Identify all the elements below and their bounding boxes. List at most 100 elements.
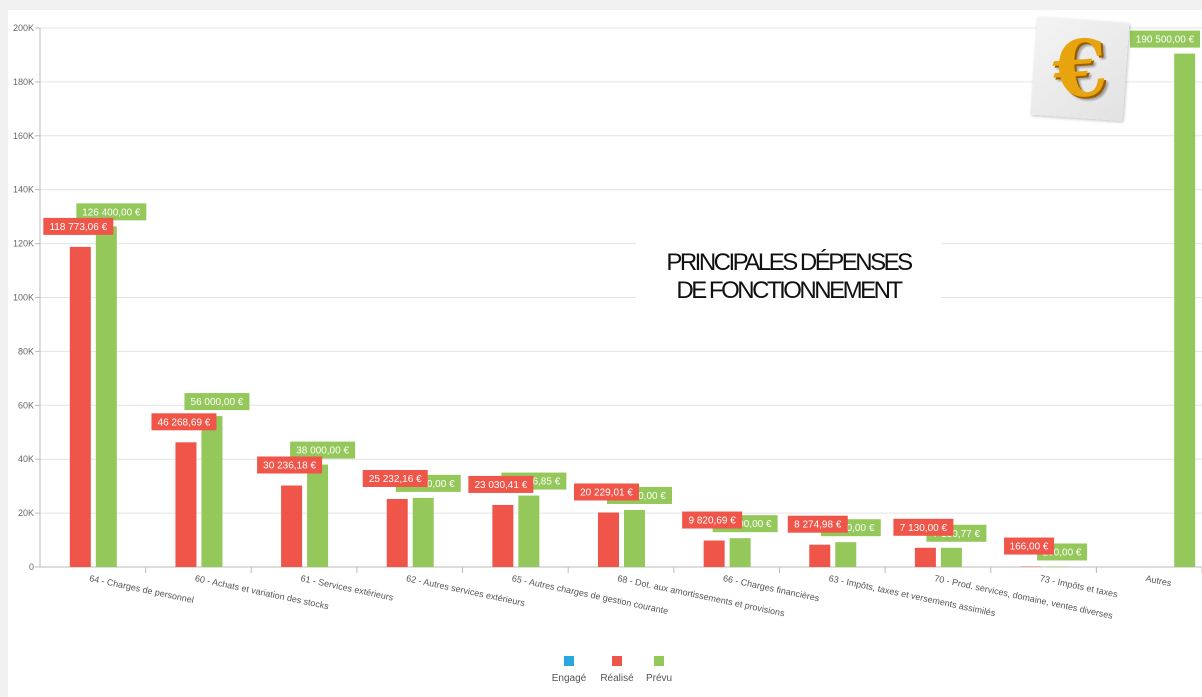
bar-prevu[interactable] xyxy=(835,542,857,567)
bar-chart: 0 20K 40K 60K 80K 100K 120K 140K 160K 180K 200K 64… xyxy=(13,23,1202,684)
bar-realise[interactable] xyxy=(386,498,408,567)
legend-swatch xyxy=(612,656,622,666)
data-label-prevu-text: 21 170,00 € xyxy=(613,491,666,502)
data-label-prevu-text: 56 000,00 € xyxy=(191,397,244,408)
data-label-realise-box xyxy=(468,475,534,493)
data-label-prevu-text: 10 700,00 € xyxy=(719,519,772,530)
data-label-realise: 46 268,69 € xyxy=(151,413,217,431)
data-label-prevu-text: 38 000,00 € xyxy=(296,446,349,457)
x-axis: 64 - Charges de personnel 60 - Achats et … xyxy=(40,566,1202,621)
data-label-realise: 7 130,00 € xyxy=(893,518,954,536)
chart-panel: 0 20K 40K 60K 80K 100K 120K 140K 160K 180K 200K 64… xyxy=(8,10,1202,697)
data-label-realise: 25 232,16 € xyxy=(362,469,428,487)
chart-title: PRINCIPALES DÉPENSES DE FONCTIONNEMENT xyxy=(636,236,941,318)
y-tick-label: 200K xyxy=(13,23,34,33)
data-label-prevu-text: 25 650,00 € xyxy=(402,479,455,490)
bars xyxy=(69,53,1196,568)
bar-prevu[interactable] xyxy=(412,497,434,567)
data-label-realise: 9 820,69 € xyxy=(682,511,743,529)
legend[interactable]: Engagé Réalisé Prévu xyxy=(552,656,672,684)
data-label-realise-box xyxy=(1004,537,1055,555)
y-tick-label: 180K xyxy=(13,77,34,87)
bar-realise[interactable] xyxy=(703,540,725,567)
data-label-realise-text: 46 268,69 € xyxy=(158,417,211,428)
bar-prevu[interactable] xyxy=(624,509,645,567)
y-tick-label: 60K xyxy=(18,400,34,410)
data-label-prevu-box xyxy=(1130,30,1200,48)
data-label-realise: 20 229,01 € xyxy=(574,483,639,501)
data-label-realise-text: 30 236,18 € xyxy=(263,461,316,472)
data-label-realise: 166,00 € xyxy=(1004,537,1055,555)
data-label-realise-text: 25 232,16 € xyxy=(369,474,422,485)
bar-prevu[interactable] xyxy=(729,538,751,567)
legend-item[interactable]: Réalisé xyxy=(600,656,634,684)
data-label-realise-box xyxy=(362,469,428,487)
bar-realise[interactable] xyxy=(281,485,303,567)
bar-realise[interactable] xyxy=(175,442,197,567)
legend-swatch xyxy=(564,656,574,666)
euro-logo: € xyxy=(1030,16,1130,122)
legend-label: Réalisé xyxy=(600,673,634,684)
data-label-prevu: 38 000,00 € xyxy=(290,441,356,459)
data-label-realise-text: 9 820,69 € xyxy=(689,516,737,527)
bar-realise[interactable] xyxy=(69,246,91,567)
x-tick-label: Autres xyxy=(1145,573,1173,588)
data-label-realise-text: 7 130,00 € xyxy=(900,523,948,534)
y-tick-label: 140K xyxy=(13,185,34,195)
x-tick-label: 73 - Impôts et taxes xyxy=(1039,573,1119,599)
data-label-realise: 23 030,41 € xyxy=(468,475,534,493)
y-tick-label: 120K xyxy=(13,239,34,249)
chart-title-line-2: DE FONCTIONNEMENT xyxy=(676,277,903,304)
x-tick-label: 62 - Autres services extérieurs xyxy=(405,573,526,608)
y-axis: 0 20K 40K 60K 80K 100K 120K 140K 160K 180K 200K xyxy=(13,23,41,572)
data-label-prevu-text: 7 130,77 € xyxy=(933,529,981,540)
bar-realise[interactable] xyxy=(598,512,619,567)
bar-prevu[interactable] xyxy=(940,547,962,567)
data-label-realise-text: 8 274,98 € xyxy=(794,520,842,531)
y-tick-label: 80K xyxy=(18,346,34,356)
data-label-prevu-text: 126 400,00 € xyxy=(82,207,141,218)
y-tick-label: 20K xyxy=(18,508,34,518)
y-tick-label: 0 xyxy=(29,562,34,572)
data-label-prevu: 126 400,00 € xyxy=(76,203,147,221)
data-label-realise-text: 23 030,41 € xyxy=(474,480,527,491)
bar-prevu[interactable] xyxy=(518,495,540,567)
data-label-realise-text: 20 229,01 € xyxy=(580,487,633,498)
data-label-realise-text: 118 773,06 € xyxy=(49,222,107,233)
y-tick-label: 100K xyxy=(13,293,34,303)
bar-realise[interactable] xyxy=(914,547,936,567)
data-label-realise-box xyxy=(893,518,954,536)
x-tick-label: 70 - Prod. services, domaine, ventes div… xyxy=(933,573,1114,621)
data-label-prevu: 190 500,00 € xyxy=(1130,30,1200,48)
bar-prevu[interactable] xyxy=(307,464,329,567)
bar-prevu[interactable] xyxy=(1046,566,1068,567)
y-tick-label: 160K xyxy=(13,131,34,141)
bar-prevu[interactable] xyxy=(95,226,117,568)
x-tick-label: 64 - Charges de personnel xyxy=(88,573,194,605)
data-label-realise-text: 166,00 € xyxy=(1010,542,1049,553)
data-label-prevu-text: 9 200,00 € xyxy=(827,523,875,534)
data-label-prevu-box xyxy=(76,203,147,221)
data-label-realise-box xyxy=(787,515,848,533)
grid-lines xyxy=(40,27,1202,568)
data-label-realise-box xyxy=(257,456,323,474)
bar-realise[interactable] xyxy=(492,504,514,567)
chart-title-line-1: PRINCIPALES DÉPENSES xyxy=(666,249,913,277)
legend-label: Engagé xyxy=(552,673,587,684)
euro-icon: € xyxy=(1049,21,1111,117)
bar-prevu[interactable] xyxy=(201,416,223,567)
legend-label: Prévu xyxy=(646,673,672,684)
legend-swatch xyxy=(654,656,664,666)
data-label-prevu-text: 26 506,85 € xyxy=(507,477,560,488)
data-label-prevu: 56 000,00 € xyxy=(184,393,250,411)
data-label-realise-box xyxy=(574,483,639,501)
data-label-prevu-box xyxy=(290,441,356,459)
bar-prevu[interactable] xyxy=(1174,53,1196,568)
bar-realise[interactable] xyxy=(809,544,831,567)
data-labels: 126 400,00 € 118 773,06 € 56 000,00 € 46 26… xyxy=(43,30,1200,561)
data-label-prevu-text: 190 500,00 € xyxy=(1136,35,1195,46)
legend-item[interactable]: Engagé xyxy=(552,656,587,684)
y-tick-label: 40K xyxy=(18,454,34,464)
legend-item[interactable]: Prévu xyxy=(646,656,672,684)
data-label-prevu-box xyxy=(184,393,250,411)
